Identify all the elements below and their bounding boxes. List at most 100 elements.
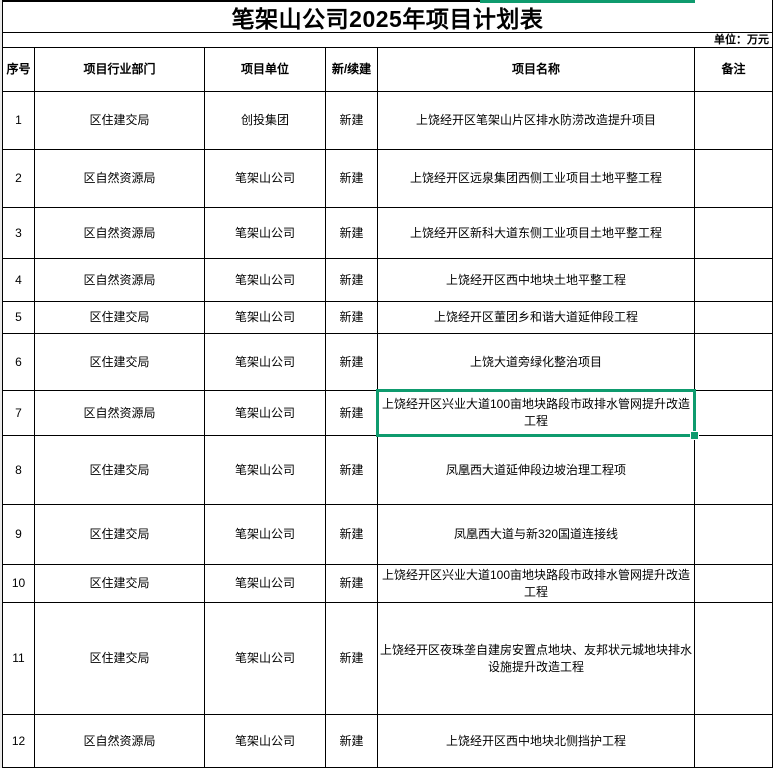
cell-build-type[interactable]: 新建: [326, 391, 378, 436]
cell-text: 笔架山公司: [234, 527, 295, 541]
cell-text: 区住建交局: [89, 576, 150, 590]
cell-text: 新建: [339, 651, 364, 665]
cell-text: 新建: [339, 576, 364, 590]
cell-build-type[interactable]: 新建: [326, 302, 378, 334]
cell-unit[interactable]: 笔架山公司: [205, 505, 326, 565]
cell-build-type[interactable]: 新建: [326, 565, 378, 603]
cell-remark[interactable]: [695, 391, 772, 436]
cell-build-type[interactable]: 新建: [326, 259, 378, 302]
cell-unit[interactable]: 笔架山公司: [205, 302, 326, 334]
cell-serial[interactable]: 7: [3, 391, 35, 436]
cell-project-name[interactable]: 上饶经开区兴业大道100亩地块路段市政排水管网提升改造工程: [378, 565, 695, 603]
cell-serial[interactable]: 4: [3, 259, 35, 302]
cell-text: 上饶经开区新科大道东侧工业项目土地平整工程: [409, 225, 662, 240]
cell-department[interactable]: 区住建交局: [35, 334, 205, 391]
cell-build-type[interactable]: 新建: [326, 436, 378, 505]
cell-serial[interactable]: 10: [3, 565, 35, 603]
cell-remark[interactable]: [695, 565, 772, 603]
cell-build-type[interactable]: 新建: [326, 603, 378, 715]
cell-unit[interactable]: 笔架山公司: [205, 259, 326, 302]
unit-note-cell[interactable]: 单位：万元: [3, 33, 772, 48]
cell-department[interactable]: 区自然资源局: [35, 208, 205, 259]
cell-build-type[interactable]: 新建: [326, 505, 378, 565]
cell-project-name[interactable]: 凤凰西大道与新320国道连接线: [378, 505, 695, 565]
cell-text: 上饶经开区兴业大道100亩地块路段市政排水管网提升改造工程: [381, 397, 691, 428]
cell-unit[interactable]: 笔架山公司: [205, 603, 326, 715]
cell-text: 上饶经开区笔架山片区排水防涝改造提升项目: [415, 113, 656, 127]
cell-unit[interactable]: 笔架山公司: [205, 565, 326, 603]
cell-text: 4: [15, 272, 22, 287]
cell-text: 区住建交局: [89, 354, 150, 369]
cell-department[interactable]: 区自然资源局: [35, 150, 205, 208]
cell-project-name[interactable]: 上饶经开区董团乡和谐大道延伸段工程: [378, 302, 695, 334]
cell-serial[interactable]: 2: [3, 150, 35, 208]
cell-serial[interactable]: 9: [3, 505, 35, 565]
cell-remark[interactable]: [695, 208, 772, 259]
cell-serial[interactable]: 5: [3, 302, 35, 334]
cell-remark[interactable]: [695, 150, 772, 208]
cell-unit[interactable]: 笔架山公司: [205, 436, 326, 505]
cell-department[interactable]: 区住建交局: [35, 302, 205, 334]
cell-remark[interactable]: [695, 92, 772, 150]
cell-department[interactable]: 区自然资源局: [35, 715, 205, 768]
cell-serial[interactable]: 3: [3, 208, 35, 259]
cell-department[interactable]: 区住建交局: [35, 603, 205, 715]
cell-project-name[interactable]: 上饶经开区兴业大道100亩地块路段市政排水管网提升改造工程: [376, 389, 699, 440]
cell-text: 上饶大道旁绿化整治项目: [469, 354, 602, 369]
cell-project-name[interactable]: 上饶经开区西中地块土地平整工程: [378, 259, 695, 302]
cell-project-name[interactable]: 上饶经开区新科大道东侧工业项目土地平整工程: [378, 208, 695, 259]
cell-project-name[interactable]: 凤凰西大道延伸段边坡治理工程项: [378, 436, 695, 505]
column-header-unit[interactable]: 项目单位: [205, 48, 326, 92]
cell-build-type[interactable]: 新建: [326, 715, 378, 768]
column-header-department[interactable]: 项目行业部门: [35, 48, 205, 92]
cell-build-type[interactable]: 新建: [326, 92, 378, 150]
cell-project-name[interactable]: 上饶经开区远泉集团西侧工业项目土地平整工程: [378, 150, 695, 208]
cell-department[interactable]: 区住建交局: [35, 565, 205, 603]
fill-handle[interactable]: [690, 431, 699, 440]
cell-unit[interactable]: 笔架山公司: [205, 150, 326, 208]
cell-build-type[interactable]: 新建: [326, 208, 378, 259]
cell-serial[interactable]: 1: [3, 92, 35, 150]
cell-text: 新建: [339, 733, 364, 748]
cell-build-type[interactable]: 新建: [326, 150, 378, 208]
cell-remark[interactable]: [695, 603, 772, 715]
cell-serial[interactable]: 6: [3, 334, 35, 391]
cell-remark[interactable]: [695, 436, 772, 505]
cell-unit[interactable]: 笔架山公司: [205, 208, 326, 259]
column-header-build-type[interactable]: 新/续建: [326, 48, 378, 92]
cell-department[interactable]: 区自然资源局: [35, 259, 205, 302]
cell-remark[interactable]: [695, 505, 772, 565]
column-header-serial[interactable]: 序号: [3, 48, 35, 92]
column-header-project-name[interactable]: 项目名称: [378, 48, 695, 92]
cell-remark[interactable]: [695, 259, 772, 302]
cell-serial[interactable]: 11: [3, 603, 35, 715]
cell-department[interactable]: 区自然资源局: [35, 391, 205, 436]
cell-department[interactable]: 区住建交局: [35, 92, 205, 150]
cell-department[interactable]: 区住建交局: [35, 505, 205, 565]
table-body: 1 区住建交局 创投集团 新建 上饶经开区笔架山片区排水防涝改造提升项目 2 区自然资源局笔…: [3, 92, 772, 768]
cell-unit[interactable]: 笔架山公司: [205, 715, 326, 768]
cell-project-name[interactable]: 上饶经开区西中地块北侧挡护工程: [378, 715, 695, 768]
cell-text: 区住建交局: [89, 113, 150, 127]
table-row: 10 区住建交局 笔架山公司 新建 上饶经开区兴业大道100亩地块路段市政排水管网提升改…: [3, 565, 772, 603]
cell-text: 区自然资源局: [83, 171, 156, 185]
cell-unit[interactable]: 笔架山公司: [205, 391, 326, 436]
column-header-label: 项目单位: [240, 62, 289, 76]
cell-text: 10: [11, 576, 26, 590]
cell-project-name[interactable]: 上饶大道旁绿化整治项目: [378, 334, 695, 391]
cell-project-name[interactable]: 上饶经开区夜珠垄自建房安置点地块、友邦状元城地块排水设施提升改造工程: [378, 603, 695, 715]
cell-remark[interactable]: [695, 715, 772, 768]
cell-project-name[interactable]: 上饶经开区笔架山片区排水防涝改造提升项目: [378, 92, 695, 150]
cell-department[interactable]: 区住建交局: [35, 436, 205, 505]
cell-text: 凤凰西大道延伸段边坡治理工程项: [445, 462, 626, 477]
column-header-remark[interactable]: 备注: [695, 48, 772, 92]
cell-serial[interactable]: 12: [3, 715, 35, 768]
cell-serial[interactable]: 8: [3, 436, 35, 505]
cell-unit[interactable]: 笔架山公司: [205, 334, 326, 391]
column-header-label: 项目行业部门: [83, 62, 156, 76]
cell-remark[interactable]: [695, 302, 772, 334]
cell-remark[interactable]: [695, 334, 772, 391]
cell-unit[interactable]: 创投集团: [205, 92, 326, 150]
cell-build-type[interactable]: 新建: [326, 334, 378, 391]
title-cell[interactable]: 笔架山公司2025年项目计划表: [3, 0, 772, 33]
